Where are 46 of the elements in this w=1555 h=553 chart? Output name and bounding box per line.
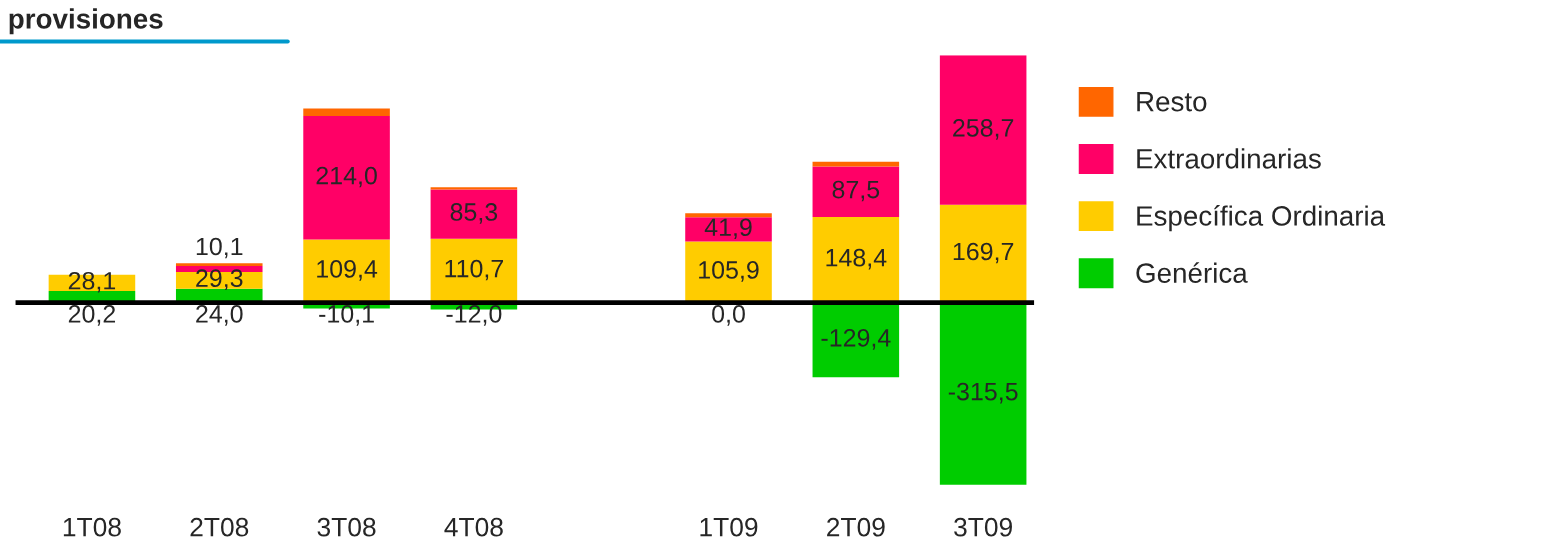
data-label: 214,0 [316, 166, 377, 188]
x-tick-label: 3T08 [317, 517, 376, 537]
data-label: -129,4 [821, 329, 891, 350]
x-tick-label: 2T08 [190, 517, 249, 537]
x-tick-label: 3T09 [954, 517, 1012, 537]
bar [175, 263, 263, 267]
data-label: 87,5 [832, 180, 880, 202]
data-label: 0,0 [712, 305, 745, 326]
legend-label: Extraordinarias [1137, 148, 1321, 169]
data-label: -10,1 [319, 305, 374, 326]
data-label: -315,5 [948, 382, 1018, 404]
bar [303, 108, 390, 116]
data-label: 28,1 [68, 271, 116, 293]
data-label: 105,9 [699, 261, 759, 282]
bar [430, 238, 518, 303]
x-tick-label: 4T08 [444, 517, 503, 537]
bar [685, 213, 772, 218]
x-tick-label: 1T09 [700, 517, 758, 537]
data-label: 169,7 [953, 242, 1014, 264]
bar [939, 204, 1027, 303]
bar [303, 239, 390, 303]
data-label: 29,3 [196, 269, 243, 290]
bar [303, 115, 390, 240]
bar [812, 302, 900, 378]
bar [939, 302, 1027, 485]
bar [685, 217, 772, 242]
data-label: 10,1 [196, 237, 243, 259]
bar [812, 166, 900, 217]
bar [939, 55, 1027, 205]
data-label: 24,0 [196, 305, 243, 326]
data-label: 258,7 [953, 118, 1014, 140]
x-tick-label: 1T08 [63, 517, 121, 537]
data-label: 41,9 [704, 218, 752, 240]
data-label: 20,2 [68, 305, 116, 326]
legend-label: Genérica [1136, 262, 1248, 283]
chart-title: provisiones [9, 8, 163, 35]
legend-label: Resto [1137, 92, 1207, 112]
data-label: 148,4 [826, 248, 887, 270]
data-label: 85,3 [450, 203, 498, 224]
bar [812, 216, 900, 303]
x-tick-label: 2T09 [827, 517, 885, 537]
data-label: -12,0 [446, 305, 502, 326]
bar [430, 189, 518, 239]
data-label: 110,7 [445, 259, 503, 281]
legend-label: Específica Ordinaria [1137, 205, 1386, 232]
data-label: 109,4 [317, 260, 378, 281]
